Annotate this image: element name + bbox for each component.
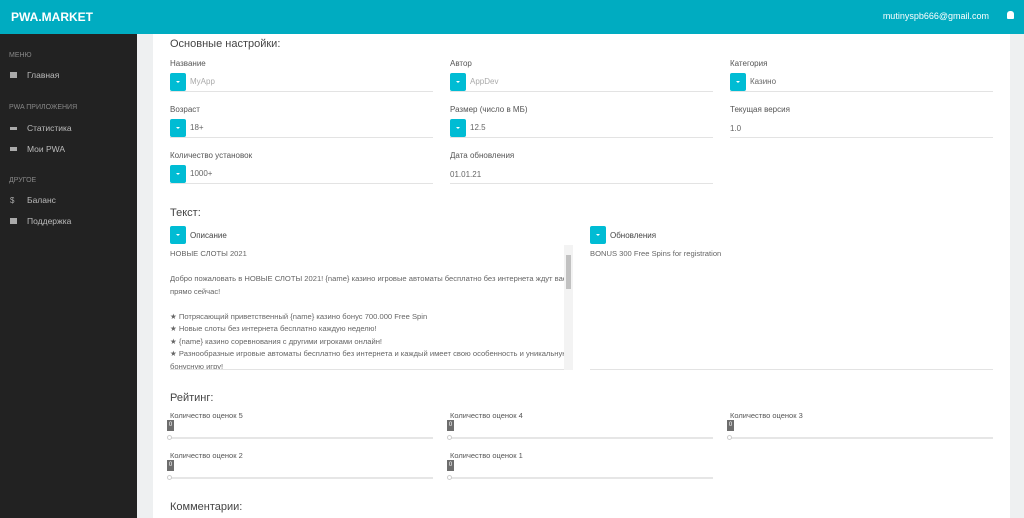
size-field[interactable]: 12.5 bbox=[450, 118, 713, 138]
chat-icon bbox=[10, 218, 17, 224]
sidebar-section-title: PWA ПРИЛОЖЕНИЯ bbox=[9, 104, 78, 111]
section-title-comments: Комментарии: bbox=[170, 501, 243, 513]
sidebar-section-title: ДРУГОЕ bbox=[9, 177, 37, 184]
dropdown-button[interactable] bbox=[450, 118, 466, 137]
description-line bbox=[170, 298, 573, 311]
sidebar-item-my-pwa[interactable]: Мои PWA bbox=[10, 144, 65, 154]
description-header: Описание bbox=[170, 225, 227, 245]
dropdown-button[interactable] bbox=[590, 226, 606, 244]
sidebar-item-label: Главная bbox=[27, 70, 60, 80]
name-field[interactable]: MyApp bbox=[170, 72, 433, 92]
slider-value-badge: 0 bbox=[447, 460, 454, 471]
dropdown-button[interactable] bbox=[730, 72, 746, 91]
slider-value-badge: 0 bbox=[167, 420, 174, 431]
rating-label: Количество оценок 1 bbox=[450, 451, 523, 460]
author-field[interactable]: AppDev bbox=[450, 72, 713, 92]
sidebar: МЕНЮ Главная PWA ПРИЛОЖЕНИЯ Статистика М… bbox=[0, 34, 137, 518]
slider-value-badge: 0 bbox=[167, 460, 174, 471]
field-label: Название bbox=[170, 59, 206, 68]
category-field[interactable]: Казино bbox=[730, 72, 993, 92]
slider-handle[interactable] bbox=[167, 475, 172, 480]
logo[interactable]: PWA.MARKET bbox=[11, 10, 93, 24]
slider-handle[interactable] bbox=[167, 435, 172, 440]
rating-slider[interactable] bbox=[170, 477, 433, 479]
user-email[interactable]: mutinyspb666@gmail.com bbox=[882, 11, 989, 21]
scrollbar[interactable] bbox=[564, 245, 573, 370]
field-value: Казино bbox=[750, 77, 777, 86]
field-label: Количество установок bbox=[170, 151, 253, 160]
description-line bbox=[170, 261, 573, 274]
slider-value-badge: 0 bbox=[447, 420, 454, 431]
description-line: ★ {name} казино соревнования с другими и… bbox=[170, 336, 383, 346]
slider-value-badge: 0 bbox=[727, 420, 734, 431]
description-line: ★ Потрясающий приветственный {name} кази… bbox=[170, 311, 428, 321]
rating-label: Количество оценок 5 bbox=[170, 411, 243, 420]
rating-slider[interactable] bbox=[450, 477, 713, 479]
rating-slider[interactable] bbox=[170, 437, 433, 439]
field-label: Размер (число в МБ) bbox=[450, 105, 528, 114]
field-label: Категория bbox=[730, 59, 768, 68]
bell-icon[interactable] bbox=[1007, 11, 1014, 19]
field-value: 18+ bbox=[190, 123, 204, 132]
section-title-text: Текст: bbox=[170, 207, 201, 219]
rating-label: Количество оценок 4 bbox=[450, 411, 523, 420]
field-value: 1000+ bbox=[190, 169, 213, 178]
rating-slider[interactable] bbox=[450, 437, 713, 439]
sidebar-item-label: Мои PWA bbox=[27, 144, 66, 154]
dropdown-button[interactable] bbox=[170, 118, 186, 137]
dropdown-button[interactable] bbox=[170, 226, 186, 244]
description-textarea[interactable]: НОВЫЕ СЛОТЫ 2021 Добро пожаловать в НОВЫЕ… bbox=[170, 245, 573, 370]
updates-textarea[interactable]: BONUS 300 Free Spins for registration bbox=[590, 245, 993, 370]
updates-value: BONUS 300 Free Spins for registration bbox=[590, 249, 722, 258]
sidebar-item-support[interactable]: Поддержка bbox=[10, 216, 71, 226]
dashboard-icon bbox=[10, 72, 17, 78]
field-value: AppDev bbox=[470, 77, 499, 86]
update-date-field[interactable]: 01.01.21 bbox=[450, 164, 713, 184]
sidebar-section-title: МЕНЮ bbox=[9, 52, 32, 59]
description-line: НОВЫЕ СЛОТЫ 2021 bbox=[170, 249, 247, 258]
age-field[interactable]: 18+ bbox=[170, 118, 433, 138]
sidebar-item-balance[interactable]: $ Баланс bbox=[10, 195, 56, 205]
field-label: Дата обновления bbox=[450, 151, 515, 160]
dollar-icon: $ bbox=[10, 195, 15, 205]
sidebar-item-label: Баланс bbox=[27, 195, 56, 205]
description-label: Описание bbox=[190, 230, 227, 240]
dropdown-button[interactable] bbox=[170, 72, 186, 91]
dropdown-button[interactable] bbox=[450, 72, 466, 91]
field-label: Возраст bbox=[170, 105, 200, 114]
sidebar-item-stats[interactable]: Статистика bbox=[10, 123, 72, 133]
installs-field[interactable]: 1000+ bbox=[170, 164, 433, 184]
rating-label: Количество оценок 3 bbox=[730, 411, 803, 420]
sidebar-item-label: Статистика bbox=[27, 123, 72, 133]
description-line: Добро пожаловать в НОВЫЕ СЛОТЫ 2021! {na… bbox=[170, 274, 567, 296]
sidebar-item-label: Поддержка bbox=[27, 216, 72, 226]
description-line: ★ Разнообразные игровые автоматы бесплат… bbox=[170, 349, 568, 370]
list-icon bbox=[10, 147, 17, 151]
description-line: ★ Новые слоты без интернета бесплатно ка… bbox=[170, 324, 377, 333]
rating-slider[interactable] bbox=[730, 437, 993, 439]
field-label: Текущая версия bbox=[730, 105, 790, 114]
field-value: MyApp bbox=[190, 77, 215, 86]
dropdown-button[interactable] bbox=[170, 164, 186, 183]
rating-label: Количество оценок 2 bbox=[170, 451, 243, 460]
field-value: 12.5 bbox=[470, 123, 486, 132]
section-title-basic: Основные настройки: bbox=[170, 38, 281, 50]
slider-handle[interactable] bbox=[727, 435, 732, 440]
updates-label: Обновления bbox=[610, 230, 657, 240]
slider-handle[interactable] bbox=[447, 475, 452, 480]
section-title-rating: Рейтинг: bbox=[170, 392, 214, 404]
sidebar-item-home[interactable]: Главная bbox=[10, 70, 59, 80]
top-bar: PWA.MARKET mutinyspb666@gmail.com bbox=[0, 0, 1024, 34]
version-field[interactable]: 1.0 bbox=[730, 118, 993, 138]
updates-header: Обновления bbox=[590, 225, 656, 245]
stats-icon bbox=[10, 126, 17, 130]
field-label: Автор bbox=[450, 59, 472, 68]
slider-handle[interactable] bbox=[447, 435, 452, 440]
settings-card: Основные настройки: Название MyApp Автор… bbox=[153, 34, 1010, 518]
